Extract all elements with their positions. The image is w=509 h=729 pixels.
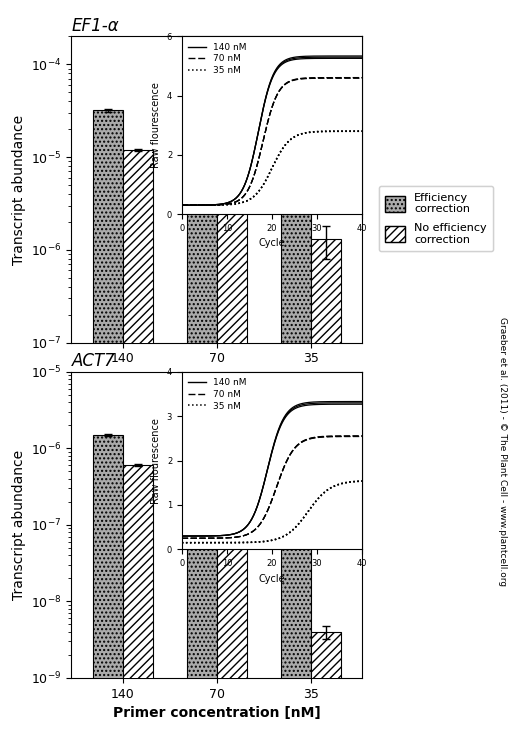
Bar [310, 632, 340, 729]
Bar [123, 465, 153, 729]
Bar [186, 112, 216, 729]
Bar [310, 239, 340, 729]
Bar [216, 190, 246, 729]
Text: ACT7: ACT7 [71, 352, 115, 370]
Y-axis label: Transcript abundance: Transcript abundance [12, 450, 26, 600]
Text: EF1-α: EF1-α [71, 17, 119, 35]
Bar [123, 149, 153, 729]
Bar [216, 519, 246, 729]
Bar [93, 110, 123, 729]
Bar [186, 448, 216, 729]
Bar [280, 133, 310, 729]
Bar [93, 435, 123, 729]
Y-axis label: Transcript abundance: Transcript abundance [12, 114, 26, 265]
Bar [280, 450, 310, 729]
X-axis label: Primer concentration [nM]: Primer concentration [nM] [112, 706, 320, 720]
Text: Graeber et al. (2011) - © The Plant Cell - www.plantcell.org: Graeber et al. (2011) - © The Plant Cell… [497, 317, 506, 587]
Legend: Efficiency
correction, No efficiency
correction: Efficiency correction, No efficiency cor… [378, 186, 493, 252]
